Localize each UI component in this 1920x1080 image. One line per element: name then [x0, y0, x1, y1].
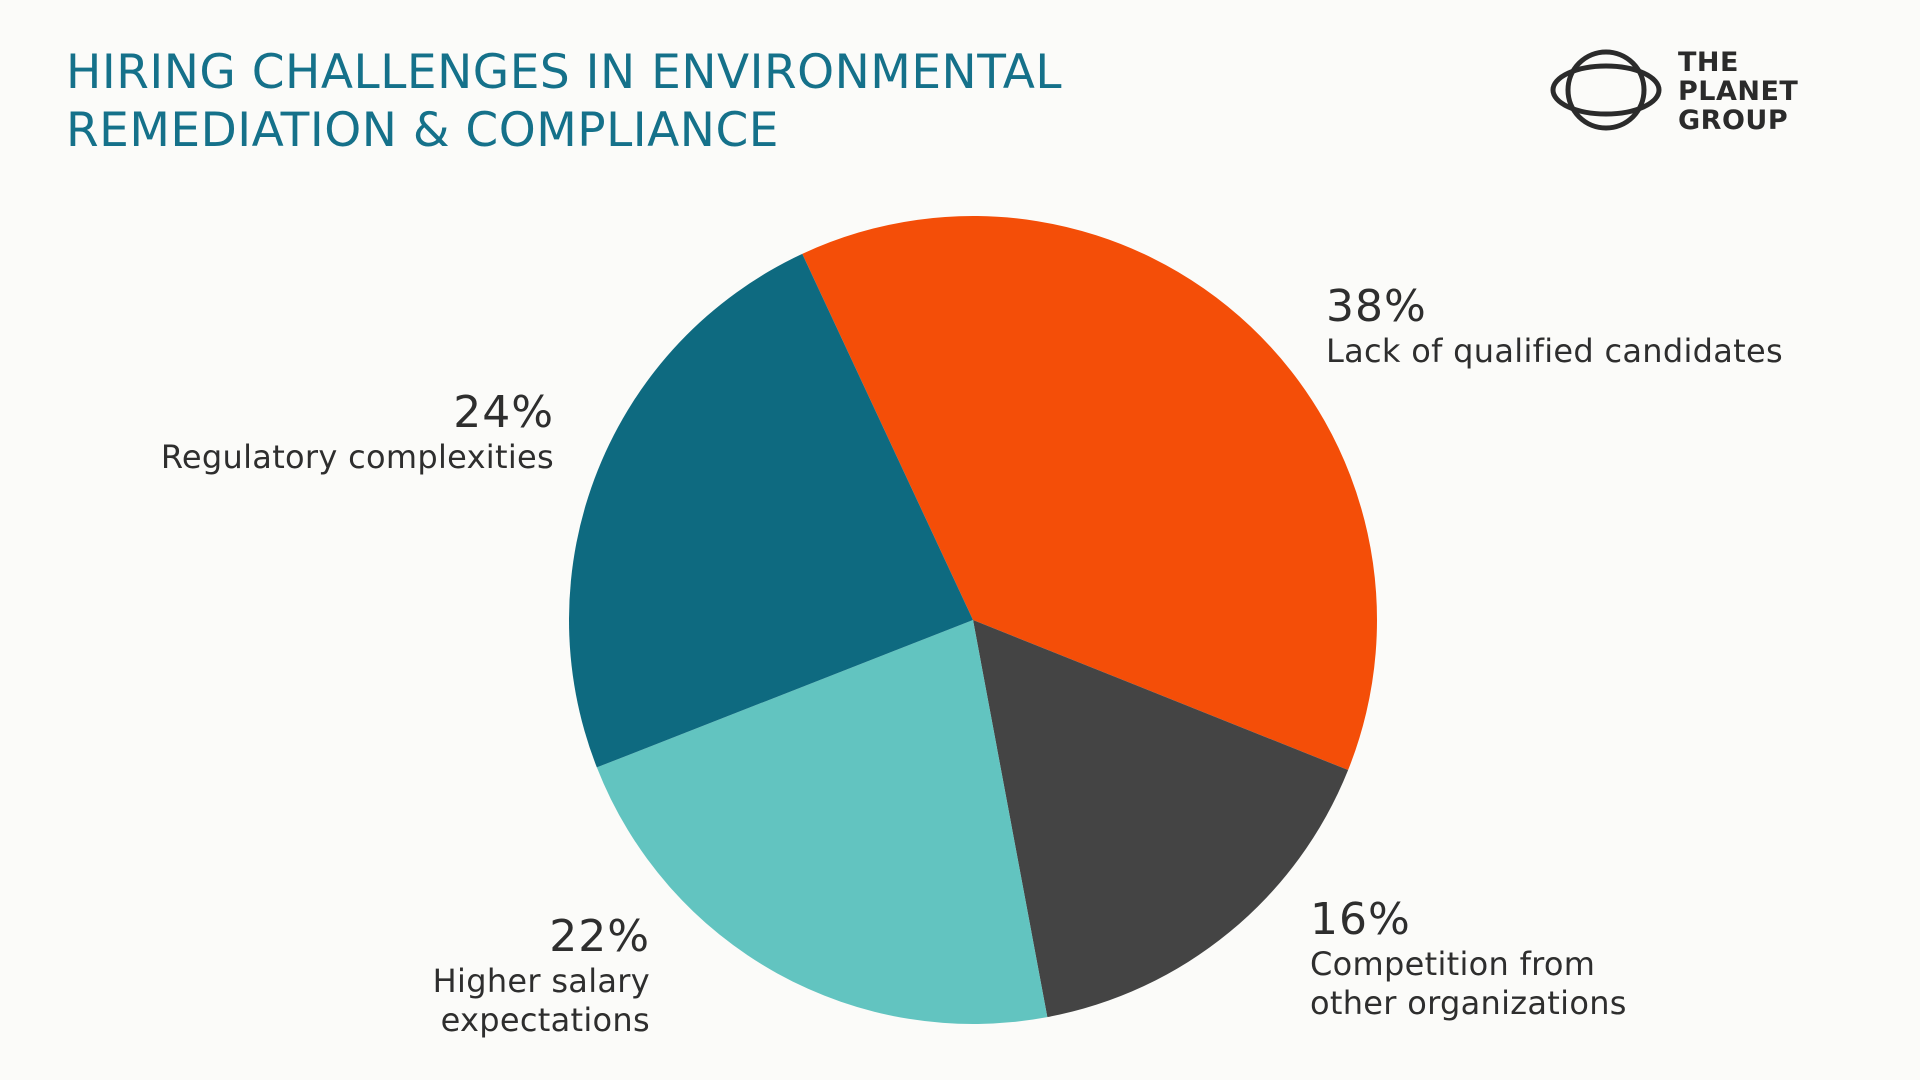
planet-group-logo: THE PLANET GROUP: [1550, 44, 1850, 140]
pie-slice-lack-of-qualified-candidates: [802, 215, 1378, 771]
logo-line-2: PLANET: [1678, 76, 1799, 107]
percent-label-competition: 16%: [1310, 894, 1411, 945]
category-label-higher-salary-line-1: Higher salary: [432, 962, 650, 1000]
percent-label-higher-salary: 22%: [549, 911, 650, 962]
pie-slice-higher-salary: [596, 620, 1048, 1025]
category-label-higher-salary-line-2: expectations: [440, 1001, 650, 1039]
pie-slice-competition: [973, 620, 1349, 1018]
logo-line-1: THE: [1678, 47, 1739, 78]
logo-wordmark: THE PLANET GROUP: [1678, 48, 1798, 135]
pie-slice-regulatory-complexities: [568, 253, 973, 768]
planet-logo-icon: [1550, 49, 1662, 131]
category-label-competition-line-2: other organizations: [1310, 984, 1627, 1022]
chart-title-line-2: REMEDIATION & COMPLIANCE: [66, 103, 779, 158]
category-label-competition-line-1: Competition from: [1310, 945, 1596, 983]
slice-label-competition: 16% Competition from other organizations: [1310, 895, 1627, 1023]
category-label-regulatory-complexities: Regulatory complexities: [160, 438, 554, 476]
slice-label-regulatory-complexities: 24% Regulatory complexities: [161, 388, 554, 477]
slice-label-lack-of-qualified-candidates: 38% Lack of qualified candidates: [1326, 282, 1783, 371]
logo-line-3: GROUP: [1678, 105, 1789, 136]
category-label-lack-of-qualified-candidates: Lack of qualified candidates: [1326, 332, 1783, 370]
chart-title-line-1: HIRING CHALLENGES IN ENVIRONMENTAL: [66, 45, 1063, 100]
chart-title: HIRING CHALLENGES IN ENVIRONMENTAL REMED…: [66, 44, 1062, 160]
slice-label-higher-salary: 22% Higher salary expectations: [433, 912, 650, 1040]
percent-label-regulatory-complexities: 24%: [453, 387, 554, 438]
percent-label-lack-of-qualified-candidates: 38%: [1326, 281, 1427, 332]
